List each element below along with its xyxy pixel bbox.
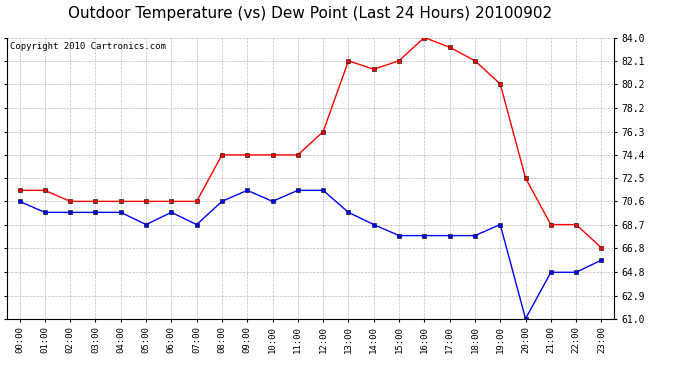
Text: Copyright 2010 Cartronics.com: Copyright 2010 Cartronics.com xyxy=(10,42,166,51)
Text: Outdoor Temperature (vs) Dew Point (Last 24 Hours) 20100902: Outdoor Temperature (vs) Dew Point (Last… xyxy=(68,6,553,21)
